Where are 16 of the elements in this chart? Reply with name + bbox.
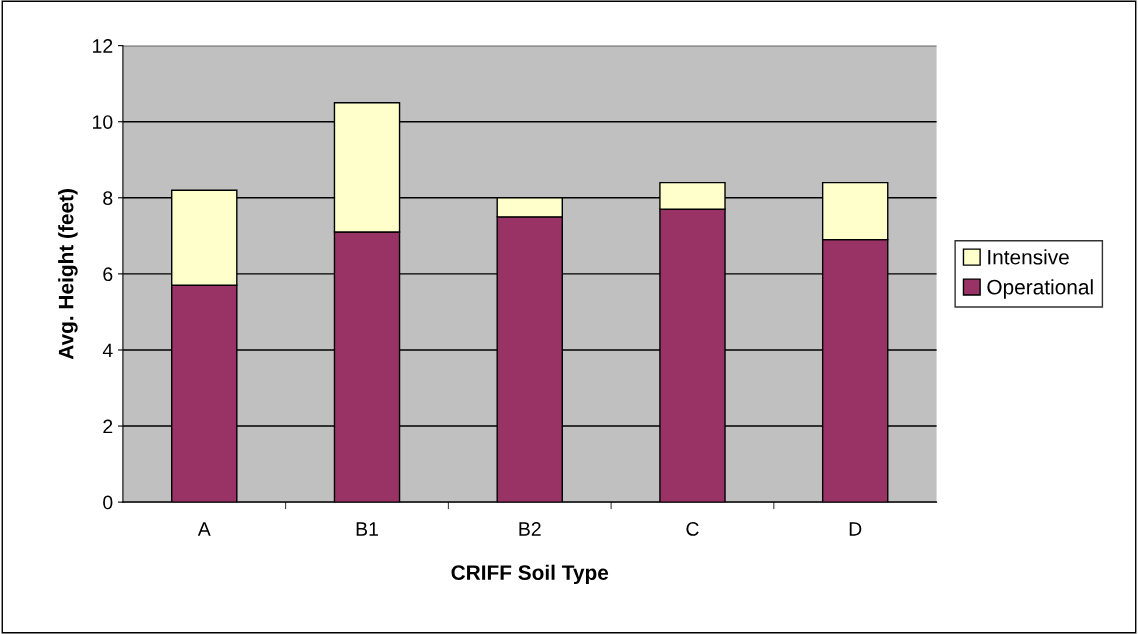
x-tick-label: B1	[356, 522, 378, 536]
x-tick-label: D	[849, 522, 862, 536]
x-tick-label: A	[197, 522, 211, 536]
y-tick-label: 8	[103, 191, 113, 206]
legend-label: Intensive	[988, 249, 1069, 265]
y-axis-title: Avg. Height (feet)	[58, 189, 78, 360]
x-tick-label: B2	[519, 522, 541, 536]
y-tick-label: 0	[103, 495, 113, 510]
y-tick-label: 10	[93, 115, 113, 129]
legend-label: Operational	[987, 279, 1093, 299]
y-tick-label: 6	[103, 267, 113, 282]
x-axis-title: CRIFF Soil Type	[451, 564, 609, 585]
y-tick-label: 4	[102, 343, 113, 358]
y-tick-label: 2	[103, 419, 113, 434]
y-tick-label: 12	[93, 39, 113, 53]
x-tick-label: C	[686, 522, 699, 536]
